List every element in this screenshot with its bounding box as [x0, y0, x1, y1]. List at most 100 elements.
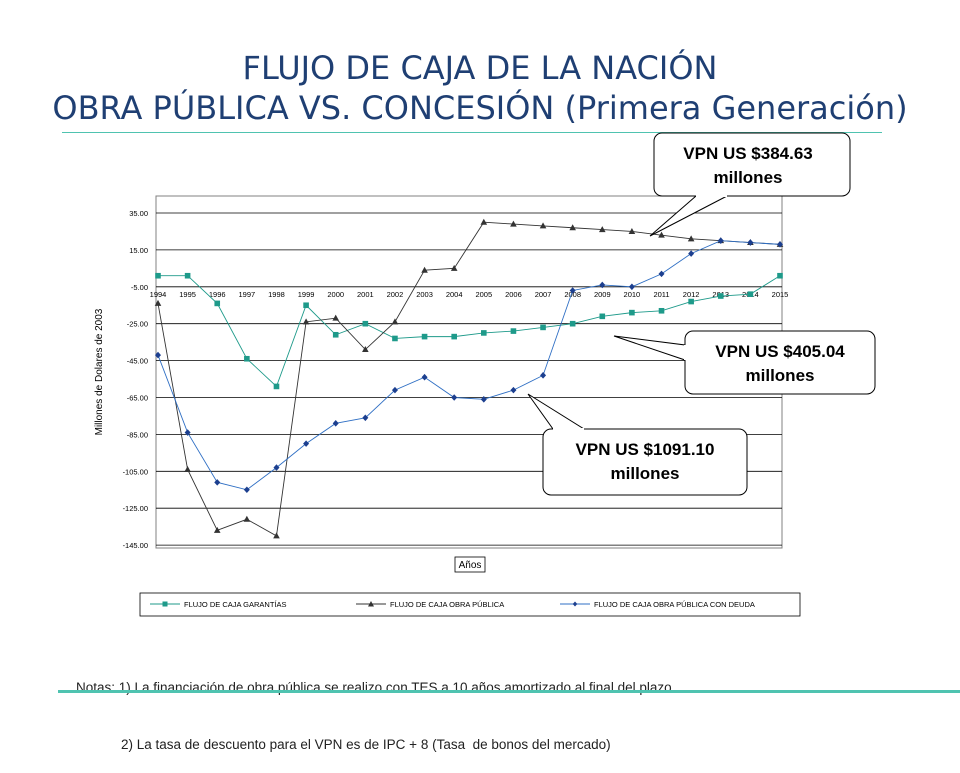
y-tick-label: -5.00: [131, 283, 148, 292]
x-tick-label: 2007: [535, 290, 552, 299]
legend-box: [139, 592, 801, 617]
data-point: [628, 227, 636, 234]
notes: Notas: 1) La financiación de obra públic…: [76, 640, 672, 773]
callout-unit: millones: [746, 366, 815, 385]
x-tick-label: 2010: [624, 290, 641, 299]
data-point: [155, 351, 161, 359]
data-point: [510, 386, 517, 394]
data-point: [629, 309, 635, 316]
legend-marker: [368, 601, 374, 607]
callout-unit: millones: [611, 464, 680, 483]
data-point: [244, 355, 250, 362]
data-point: [510, 220, 517, 227]
data-point: [451, 394, 458, 401]
x-tick-label: 1998: [268, 290, 285, 299]
callout-box: [653, 132, 851, 197]
data-point: [392, 335, 398, 342]
x-tick-label: 2001: [357, 290, 374, 299]
x-tick-label: 2012: [683, 290, 700, 299]
data-point: [747, 239, 754, 246]
data-point: [155, 272, 161, 279]
x-tick-label: 1999: [298, 290, 315, 299]
slide-title-line1: FLUJO DE CAJA DE LA NACIÓN: [242, 49, 718, 87]
data-point: [688, 298, 694, 305]
data-point: [362, 346, 369, 353]
callout-unit: millones: [714, 168, 783, 187]
data-point: [658, 307, 665, 314]
data-point: [658, 231, 665, 238]
data-point: [332, 314, 340, 321]
data-point: [243, 515, 251, 522]
data-point: [303, 302, 309, 309]
callout-box: [684, 330, 876, 395]
y-tick-label: -145.00: [123, 541, 148, 550]
x-tick-label: 2015: [772, 290, 789, 299]
data-point: [688, 250, 695, 257]
data-point: [362, 320, 369, 327]
data-point: [362, 414, 369, 422]
x-tick-label: 1995: [179, 290, 196, 299]
y-tick-label: 15.00: [129, 246, 148, 255]
data-point: [599, 313, 606, 320]
data-point: [214, 300, 221, 307]
x-tick-label: 2008: [564, 290, 581, 299]
data-point: [777, 241, 783, 248]
y-tick-label: -105.00: [123, 467, 148, 476]
title-divider: [62, 132, 882, 133]
data-point: [717, 237, 724, 244]
x-tick-label: 2009: [594, 290, 611, 299]
y-tick-label: -45.00: [127, 357, 148, 366]
data-point: [213, 526, 221, 533]
x-tick-label: 2006: [505, 290, 522, 299]
y-tick-label: -65.00: [127, 394, 148, 403]
x-tick-label: 2002: [387, 290, 404, 299]
series-3: [155, 237, 783, 494]
x-tick-label: 1996: [209, 290, 226, 299]
data-point: [599, 281, 606, 289]
callout-value: VPN US $384.63: [683, 144, 812, 163]
data-point: [747, 291, 754, 297]
data-point: [777, 272, 783, 279]
callout-value: VPN US $1091.10: [576, 440, 715, 459]
series-line: [157, 221, 781, 537]
data-point: [717, 293, 724, 299]
note-2: 2) La tasa de descuento para el VPN es d…: [76, 737, 611, 752]
legend-marker: [162, 601, 168, 607]
data-point: [687, 235, 695, 242]
vpn-callout-2: VPN US $405.04 millones: [613, 330, 876, 395]
data-point: [243, 486, 250, 494]
data-point: [391, 386, 398, 394]
data-point: [450, 264, 458, 271]
x-tick-label: 2005: [475, 290, 492, 299]
y-tick-label: -125.00: [123, 504, 148, 513]
data-point: [302, 318, 310, 325]
data-point: [451, 333, 457, 340]
data-point: [598, 226, 606, 233]
legend-label: FLUJO DE CAJA OBRA PÚBLICA: [390, 600, 504, 609]
data-point: [184, 465, 191, 472]
x-tick-label: 2011: [653, 290, 669, 299]
data-point: [628, 283, 635, 291]
callout-value: VPN US $405.04: [715, 342, 845, 361]
vpn-callout-3: VPN US $1091.10 millones: [527, 393, 748, 496]
data-point: [658, 270, 665, 278]
y-axis-label: Millones de Dolares de 2003: [94, 308, 105, 435]
data-point: [421, 333, 428, 340]
data-point: [569, 224, 576, 231]
data-point: [510, 328, 517, 334]
data-point: [184, 272, 191, 279]
data-point: [391, 318, 399, 325]
legend: FLUJO DE CAJA GARANTÍAS FLUJO DE CAJA OBR…: [139, 592, 801, 617]
x-tick-label: 2003: [416, 290, 433, 299]
data-point: [480, 218, 488, 225]
data-point: [421, 266, 428, 273]
legend-label: FLUJO DE CAJA GARANTÍAS: [184, 600, 287, 609]
legend-label: FLUJO DE CAJA OBRA PÚBLICA CON DEUDA: [594, 600, 755, 609]
data-point: [569, 287, 576, 294]
y-tick-label: -85.00: [127, 430, 148, 439]
data-point: [303, 440, 310, 447]
x-tick-label: 2000: [327, 290, 344, 299]
data-point: [481, 330, 487, 336]
data-point: [273, 532, 280, 539]
note-1: Notas: 1) La financiación de obra públic…: [76, 680, 672, 695]
